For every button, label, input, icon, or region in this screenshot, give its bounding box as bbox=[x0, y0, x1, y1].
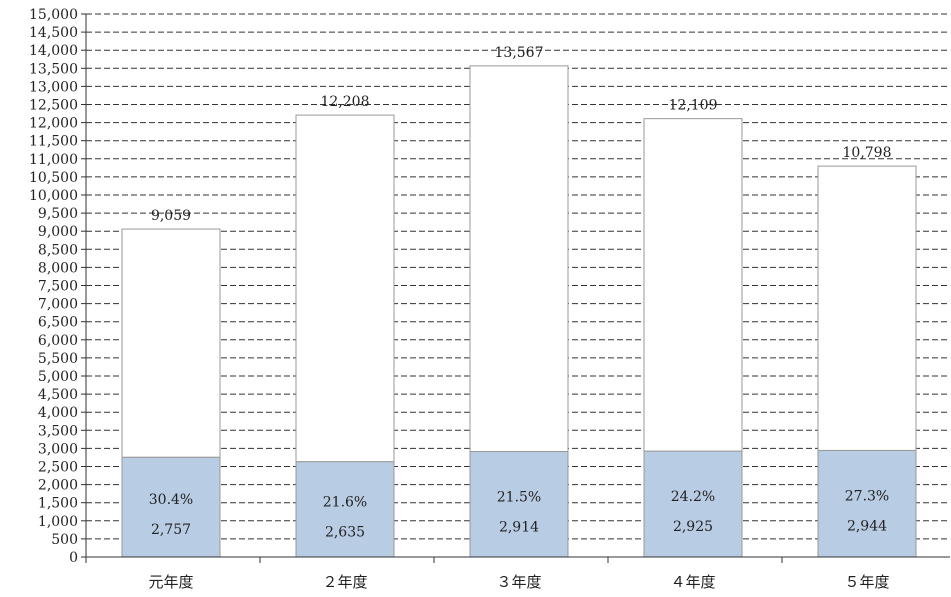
bar-segment-upper bbox=[295, 114, 395, 463]
percent-label: 21.5% bbox=[497, 489, 541, 505]
value-label: 2,944 bbox=[847, 519, 887, 535]
category-label: ２年度 bbox=[322, 573, 367, 591]
total-label: 13,567 bbox=[495, 45, 544, 61]
category-label: ５年度 bbox=[844, 573, 889, 591]
bar-segment-upper bbox=[469, 65, 569, 453]
bars bbox=[121, 65, 917, 558]
y-tick-label: 11,000 bbox=[29, 152, 78, 168]
category-label: 元年度 bbox=[148, 573, 193, 591]
y-tick-label: 13,000 bbox=[29, 79, 78, 95]
total-label: 9,059 bbox=[151, 208, 191, 224]
y-tick-label: 7,500 bbox=[38, 279, 78, 295]
y-tick-label: 3,500 bbox=[38, 423, 78, 439]
bar-segment-lower bbox=[817, 449, 917, 558]
y-tick-label: 13,500 bbox=[29, 61, 78, 77]
percent-label: 24.2% bbox=[671, 489, 715, 505]
y-tick-label: 14,000 bbox=[29, 43, 78, 59]
percent-label: 21.6% bbox=[323, 494, 367, 510]
y-tick-label: 15,000 bbox=[29, 7, 78, 23]
y-tick-label: 0 bbox=[69, 550, 78, 566]
total-label: 12,109 bbox=[669, 98, 718, 114]
axes bbox=[81, 13, 950, 563]
y-tick-label: 1,500 bbox=[38, 496, 78, 512]
y-tick-label: 14,500 bbox=[29, 25, 78, 41]
bar-segment-upper bbox=[121, 228, 221, 458]
y-tick-label: 6,500 bbox=[38, 315, 78, 331]
y-tick-label: 500 bbox=[51, 532, 78, 548]
y-tick-label: 5,000 bbox=[38, 369, 78, 385]
bar-segment-upper bbox=[817, 165, 917, 451]
bar-segment-lower bbox=[469, 451, 569, 558]
bar-segment-lower bbox=[121, 456, 221, 558]
y-tick-label: 10,000 bbox=[29, 188, 78, 204]
bar-segment-lower bbox=[295, 461, 395, 558]
value-label: 2,925 bbox=[673, 519, 713, 535]
y-tick-label: 3,000 bbox=[38, 441, 78, 457]
y-tick-label: 8,000 bbox=[38, 260, 78, 276]
y-tick-label: 4,500 bbox=[38, 387, 78, 403]
labels: 0 500 1,000 1,500 2,000 2,500 3,000 3,500 4,000 4… bbox=[29, 7, 892, 591]
category-label: ３年度 bbox=[496, 573, 541, 591]
y-tick-label: 6,000 bbox=[38, 333, 78, 349]
y-tick-label: 9,000 bbox=[38, 224, 78, 240]
category-label: ４年度 bbox=[670, 573, 715, 591]
total-label: 12,208 bbox=[321, 94, 370, 110]
y-tick-label: 7,000 bbox=[38, 297, 78, 313]
y-tick-label: 9,500 bbox=[38, 206, 78, 222]
y-tick-label: 8,500 bbox=[38, 242, 78, 258]
y-tick-label: 10,500 bbox=[29, 170, 78, 186]
total-label: 10,798 bbox=[843, 145, 892, 161]
percent-label: 27.3% bbox=[845, 489, 889, 505]
y-tick-label: 12,500 bbox=[29, 98, 78, 114]
value-label: 2,757 bbox=[151, 522, 191, 538]
percent-label: 30.4% bbox=[149, 492, 193, 508]
bar-segment-upper bbox=[643, 118, 743, 452]
y-tick-label: 4,000 bbox=[38, 405, 78, 421]
y-tick-label: 5,500 bbox=[38, 351, 78, 367]
value-label: 2,635 bbox=[325, 524, 365, 540]
y-tick-label: 12,000 bbox=[29, 116, 78, 132]
y-tick-label: 11,500 bbox=[29, 134, 78, 150]
y-tick-label: 2,000 bbox=[38, 478, 78, 494]
y-tick-label: 2,500 bbox=[38, 460, 78, 476]
value-label: 2,914 bbox=[499, 519, 539, 535]
y-tick-label: 1,000 bbox=[38, 514, 78, 530]
